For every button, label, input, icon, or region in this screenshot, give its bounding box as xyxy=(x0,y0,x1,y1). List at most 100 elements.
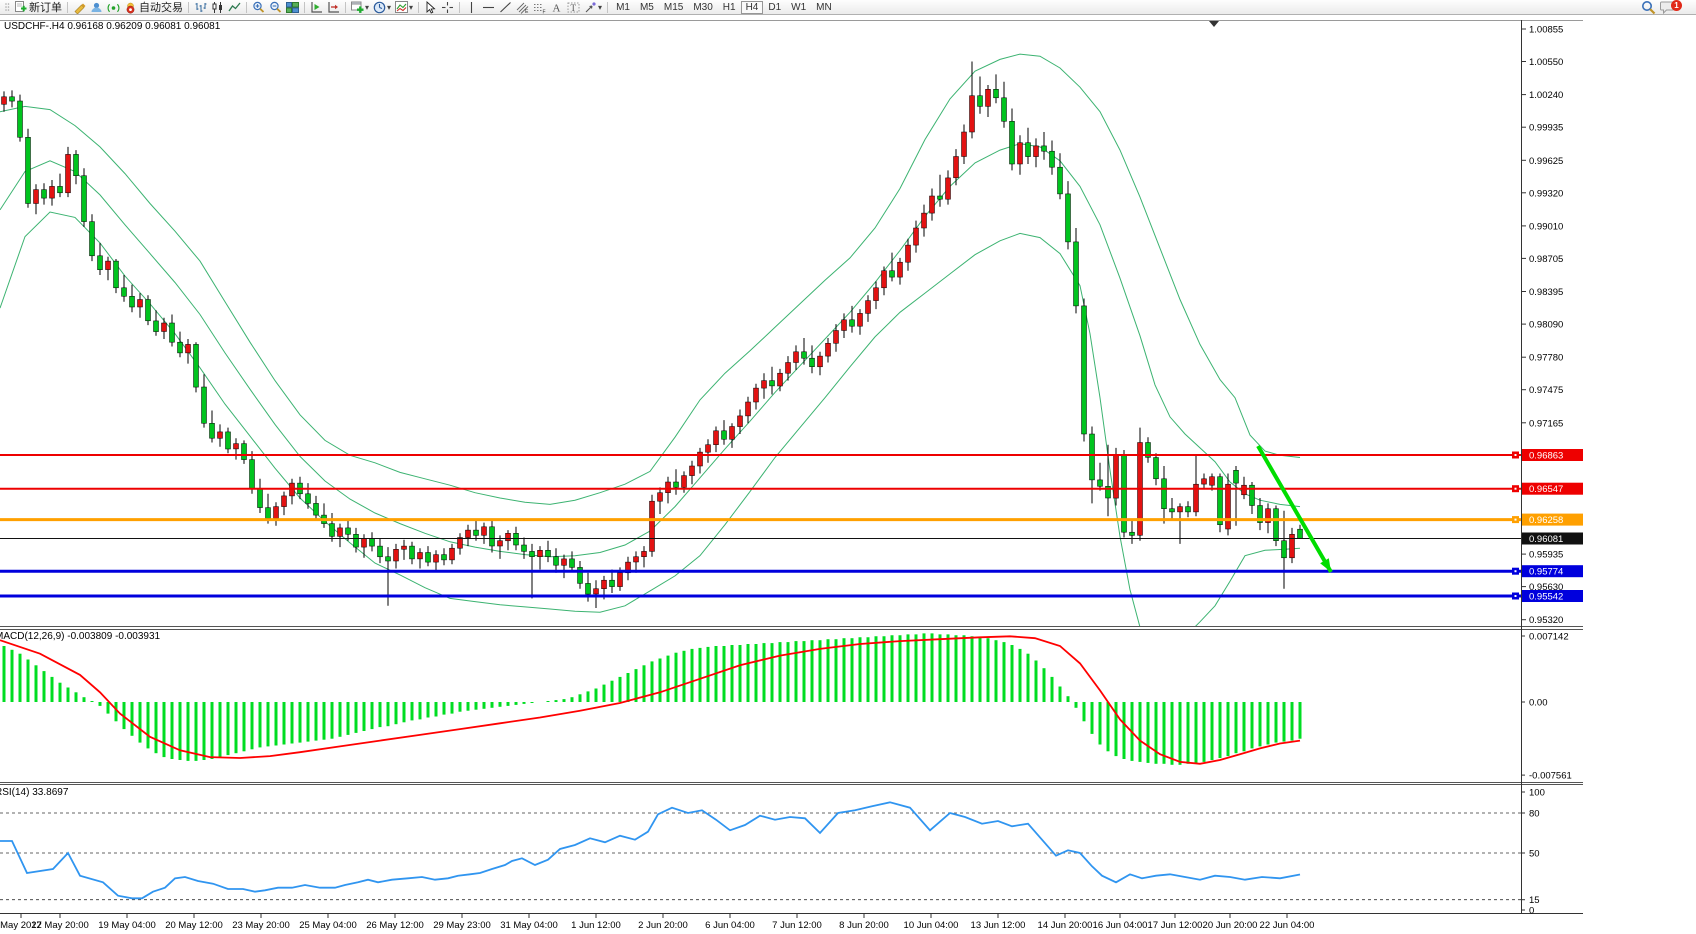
zoom-in-icon xyxy=(252,1,265,14)
periods-button[interactable]: ▾ xyxy=(371,0,393,14)
cursor-icon xyxy=(424,0,437,14)
text-button[interactable]: A xyxy=(548,0,565,14)
indicators-button[interactable]: ▾ xyxy=(393,0,415,14)
tile-windows-button[interactable] xyxy=(284,0,301,14)
svg-text:0.97780: 0.97780 xyxy=(1529,353,1563,364)
svg-text:16 Jun 04:00: 16 Jun 04:00 xyxy=(1093,920,1148,931)
svg-text:2 Jun 20:00: 2 Jun 20:00 xyxy=(638,920,688,931)
label-icon: T xyxy=(567,1,580,14)
chevron-down-icon[interactable]: ▾ xyxy=(598,2,603,12)
svg-text:1.00855: 1.00855 xyxy=(1529,25,1563,36)
timeframe-h1[interactable]: H1 xyxy=(722,1,736,13)
candles-layer xyxy=(1,61,1303,608)
search-button[interactable] xyxy=(1639,0,1658,14)
shapes-button[interactable]: ▾ xyxy=(582,0,604,14)
fibo-button[interactable]: E xyxy=(514,0,531,14)
new-chart-icon xyxy=(351,1,364,14)
svg-text:17 Jun 12:00: 17 Jun 12:00 xyxy=(1148,920,1203,931)
channel-icon: F xyxy=(533,1,546,14)
fibo-icon: E xyxy=(516,1,529,14)
trendline-icon xyxy=(499,1,512,14)
line-chart-icon xyxy=(228,1,241,14)
svg-text:31 May 04:00: 31 May 04:00 xyxy=(500,920,558,931)
doc-plus-icon xyxy=(14,0,27,14)
svg-text:19 May 04:00: 19 May 04:00 xyxy=(98,920,156,931)
svg-text:23 May 20:00: 23 May 20:00 xyxy=(232,920,290,931)
main-chart-pane[interactable] xyxy=(0,53,1521,647)
bollinger-bands xyxy=(0,53,1301,626)
timeframe-m5[interactable]: M5 xyxy=(639,1,654,13)
price-axis[interactable]: 1.00855 1.00550 1.00240 0.99935 0.99625 0.993… xyxy=(1512,25,1583,917)
auto-ball-icon xyxy=(124,1,137,14)
new-chart-button[interactable]: ▾ xyxy=(349,0,371,14)
timeframe-m15[interactable]: M15 xyxy=(663,1,684,13)
crosshair-button[interactable] xyxy=(439,0,456,14)
toolbar-separator xyxy=(345,1,346,13)
timeframe-mn[interactable]: MN xyxy=(816,1,832,13)
signal-icon xyxy=(107,1,120,14)
shapes-icon xyxy=(584,1,597,14)
trend-arrow[interactable] xyxy=(1256,444,1333,574)
svg-text:-0.007561: -0.007561 xyxy=(1529,771,1572,782)
channel-button[interactable]: F xyxy=(531,0,548,14)
text-icon: A xyxy=(550,1,563,14)
text-label-button[interactable]: T xyxy=(565,0,582,14)
chevron-down-icon[interactable]: ▾ xyxy=(365,2,370,12)
timeframe-h4[interactable]: H4 xyxy=(740,0,764,14)
svg-text:8 Jun 20:00: 8 Jun 20:00 xyxy=(839,920,889,931)
toolbar-item-label: 自动交易 xyxy=(139,2,183,14)
chart-shift-button[interactable] xyxy=(325,0,342,14)
bar-chart-button[interactable] xyxy=(192,0,209,14)
auto-scroll-button[interactable] xyxy=(308,0,325,14)
level-lines[interactable] xyxy=(0,454,1521,598)
svg-text:0.95320: 0.95320 xyxy=(1529,615,1563,626)
timeframe-w1[interactable]: W1 xyxy=(791,1,807,13)
toolbar-separator xyxy=(418,1,420,13)
timeframe-d1[interactable]: D1 xyxy=(768,1,782,13)
price-badge-0.96863 xyxy=(1522,449,1583,461)
auto-trading-button[interactable]: 自动交易 xyxy=(122,0,185,14)
rsi-pane[interactable] xyxy=(0,801,1521,901)
chevron-down-icon[interactable]: ▾ xyxy=(409,2,414,12)
svg-text:0.95774: 0.95774 xyxy=(1529,567,1563,578)
toolbar-separator xyxy=(188,1,189,13)
svg-text:0.95935: 0.95935 xyxy=(1529,550,1563,561)
svg-text:0.96081: 0.96081 xyxy=(1529,534,1563,545)
chevron-down-icon[interactable]: ▾ xyxy=(387,2,392,12)
zoom-out-button[interactable] xyxy=(267,0,284,14)
trendline-button[interactable] xyxy=(497,0,514,14)
toolbar-item-label: 新订单 xyxy=(29,2,62,14)
svg-text:0.96863: 0.96863 xyxy=(1529,451,1563,462)
timeframe-m30[interactable]: M30 xyxy=(693,1,713,13)
vline-icon xyxy=(465,1,478,14)
svg-text:0: 0 xyxy=(1529,906,1534,917)
cursor-button[interactable] xyxy=(422,0,439,14)
signals-icon[interactable] xyxy=(105,0,122,14)
price-badge-0.95774 xyxy=(1522,565,1583,578)
svg-text:0.99320: 0.99320 xyxy=(1529,188,1563,199)
price-badge-0.96081 xyxy=(1522,532,1583,545)
svg-text:1 Jun 12:00: 1 Jun 12:00 xyxy=(571,920,621,931)
candle-chart-button[interactable] xyxy=(209,0,226,14)
svg-text:0.00: 0.00 xyxy=(1529,698,1548,709)
toolbar-separator xyxy=(246,1,247,13)
community-icon[interactable] xyxy=(88,0,105,14)
crosshair-icon xyxy=(441,1,454,14)
macd-pane[interactable] xyxy=(0,633,1302,765)
vline-button[interactable] xyxy=(463,0,480,14)
zoom-in-button[interactable] xyxy=(250,0,267,14)
line-chart-button[interactable] xyxy=(226,0,243,14)
toolbar-separator xyxy=(607,1,609,13)
chart-play-icon xyxy=(310,1,323,14)
svg-text:14 Jun 20:00: 14 Jun 20:00 xyxy=(1038,920,1093,931)
hline-button[interactable] xyxy=(480,0,497,14)
svg-text:25 May 04:00: 25 May 04:00 xyxy=(299,920,357,931)
svg-text:0.96258: 0.96258 xyxy=(1529,515,1563,526)
cloud-icon xyxy=(90,1,103,14)
timeframe-m1[interactable]: M1 xyxy=(616,1,630,13)
hline-icon xyxy=(482,1,495,14)
new-order-button[interactable]: 新订单 xyxy=(12,0,64,14)
crayon-icon[interactable] xyxy=(71,0,88,14)
